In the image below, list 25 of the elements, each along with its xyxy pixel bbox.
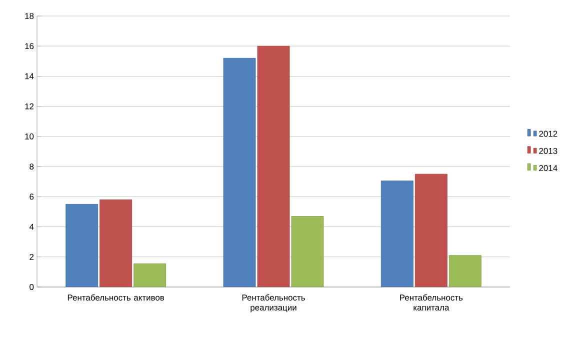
- bar: [66, 204, 98, 287]
- y-tick-label: 6: [30, 194, 34, 200]
- y-tick-label: 10: [25, 133, 34, 140]
- y-tick-label: 2: [30, 254, 34, 260]
- x-tick-label: Рентабельность капитала: [400, 294, 463, 311]
- legend-label: 2014: [539, 165, 558, 172]
- bar: [100, 199, 132, 287]
- bar: [223, 58, 256, 287]
- bar: [291, 216, 324, 287]
- y-tick-label: 0: [30, 284, 34, 290]
- y-tick-label: 4: [29, 224, 34, 230]
- bar: [134, 263, 166, 287]
- legend-label: 2012: [539, 130, 558, 137]
- legend-label: 2013: [539, 148, 558, 154]
- bar: [448, 255, 482, 287]
- y-tick-label: 14: [25, 73, 34, 80]
- y-tick-label: 18: [25, 13, 34, 19]
- x-tick-label: Рентабельность активов: [68, 294, 164, 301]
- bar: [257, 46, 290, 287]
- bar: [380, 180, 414, 287]
- bar: [414, 174, 448, 287]
- y-tick-label: 8: [30, 164, 34, 170]
- x-tick-label: Рентабельность реализации: [242, 294, 305, 312]
- y-tick-label: 12: [25, 103, 34, 110]
- y-tick-label: 16: [25, 43, 34, 50]
